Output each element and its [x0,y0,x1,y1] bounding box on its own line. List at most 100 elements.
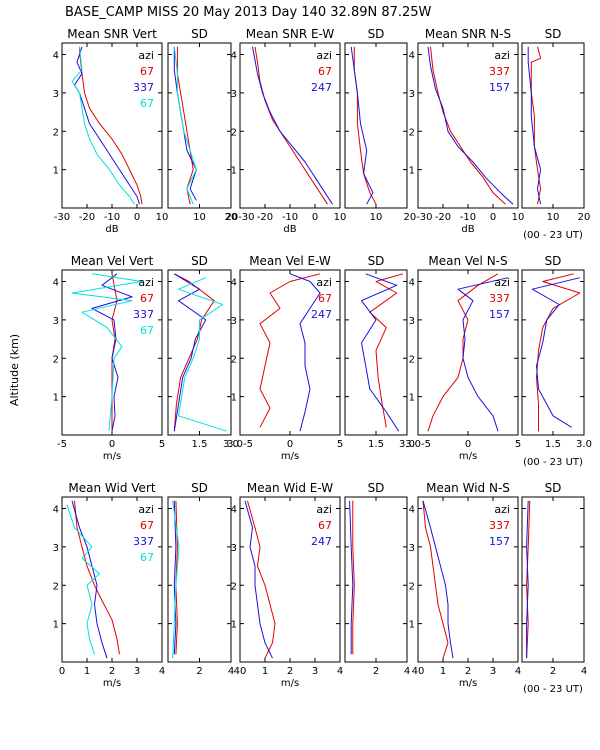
legend-entry: 67 [140,324,154,337]
y-tick-label: 4 [231,505,237,516]
x-tick-label: 0 [59,666,65,677]
x-tick-label: 4 [337,666,343,677]
panel-wid-vert-sd: SD 2 4 [167,481,234,677]
series-line-247 [252,46,333,205]
panel-snr-vert: Mean SNR Vert 1 2 3 4 -30 -20 -10 0 10 dB azi 67 337 6… [53,27,169,235]
panel-title: SD [368,481,385,495]
x-axis-label: m/s [103,451,121,462]
panel-title: Mean SNR E-W [246,27,335,41]
x-tick-label: -10 [282,212,298,223]
series-line-67 [247,500,276,659]
y-tick-label: 3 [53,89,59,100]
x-tick-label: -20 [257,212,273,223]
x-tick-label: 0 [312,212,318,223]
series-line-247 [350,46,374,205]
series-line-247 [244,500,273,659]
legend-entry: 337 [489,65,510,78]
x-tick-label: 1.5 [192,439,208,450]
legend-entry: 67 [140,65,154,78]
x-tick-label: 4 [404,666,410,677]
panel-snr-ew-sd: SD 10 [344,27,408,223]
y-tick-label: 4 [53,51,59,62]
y-tick-label: 3 [231,316,237,327]
panel-title: Mean SNR N-S [425,27,511,41]
panel-vel-ns-sd: SD 1.5 3.0 [521,254,592,450]
series-line-247 [349,500,354,655]
legend-header: azi [138,276,154,289]
y-tick-label: 2 [53,127,59,138]
panel-snr-ns: Mean SNR N-S 1 2 3 4 20-30 -20 -10 0 10 dB azi 337 15… [403,27,524,235]
legend-entry: 337 [489,519,510,532]
panel-title: Mean Vel E-W [249,254,331,268]
x-tick-label: 3 [134,666,140,677]
y-tick-label: 3 [409,316,415,327]
x-tick-label: -20 [79,212,95,223]
y-tick-label: 1 [409,620,415,631]
series-line-67 [66,504,100,655]
panel-title: SD [191,27,208,41]
panel-wid-ns-sd: SD 2 4 [521,481,587,677]
figure-title: BASE_CAMP MISS 20 May 2013 Day 140 32.89… [65,5,432,20]
panel-wid-ns: Mean Wid N-S 1 2 3 4 40 1 2 3 4 m/s azi 337 157 [409,481,522,689]
series-line-67 [79,46,143,205]
panel-vel-ew: Mean Vel E-W 1 2 3 4 3.0-5 0 5 m/s azi 67 247 [227,254,343,462]
series-line-67 [353,46,377,205]
x-tick-label: 4 [159,666,165,677]
x-tick-label: 10 [370,212,383,223]
x-tick-label: 10 [156,212,169,223]
series-line-337 [430,46,506,205]
y-tick-label: 4 [409,51,415,62]
legend-header: azi [494,276,510,289]
x-tick-label: 2 [465,666,471,677]
x-tick-label: 2 [109,666,115,677]
y-tick-label: 1 [231,620,237,631]
y-tick-label: 3 [231,543,237,554]
y-tick-label: 1 [231,166,237,177]
legend-entry: 337 [133,535,154,548]
x-tick-label: -20 [435,212,451,223]
series-line-67 [71,46,135,205]
series-line-337 [530,46,542,205]
x-axis-label: m/s [281,678,299,689]
legend-entry: 157 [489,81,510,94]
series-line-67 [173,46,197,205]
legend-entry: 337 [133,81,154,94]
x-tick-label: 3.0-5 [405,439,431,450]
panel-title: SD [545,481,562,495]
panel-frame [521,269,585,436]
series-line-337 [71,500,108,659]
y-tick-label: 4 [53,278,59,289]
footer-ut-label: (00 - 23 UT) [523,457,583,468]
panel-title: Mean SNR Vert [67,27,157,41]
y-tick-label: 4 [231,278,237,289]
y-tick-label: 3 [409,89,415,100]
legend-header: azi [494,503,510,516]
x-axis-label: m/s [459,678,477,689]
panel-title: SD [191,481,208,495]
y-tick-label: 3 [409,543,415,554]
series-line-337 [427,273,499,432]
x-tick-label: 3 [312,666,318,677]
panel-title: Mean Wid Vert [68,481,155,495]
panel-vel-vert: Mean Vel Vert 1 2 3 4 -5 0 5 m/s azi 67 337 67 [53,254,166,462]
x-tick-label: 1 [84,666,90,677]
y-tick-label: 2 [409,354,415,365]
x-tick-label: 5 [337,439,343,450]
y-tick-label: 2 [231,127,237,138]
legend-entry: 157 [489,535,510,548]
x-tick-label: 3 [490,666,496,677]
legend-header: azi [138,49,154,62]
panel-title: Mean Wid N-S [426,481,510,495]
series-line-337 [422,500,449,659]
legend-entry: 337 [489,292,510,305]
x-tick-label: 5 [159,439,165,450]
panel-snr-ew: Mean SNR E-W 1 2 3 4 20-30 -20 -10 0 10 dB azi 67 247 [225,27,346,235]
panel-wid-ew-sd: SD 2 4 [344,481,410,677]
series-line-157 [526,500,529,659]
panel-title: Mean Wid E-W [247,481,333,495]
legend-entry: 67 [140,551,154,564]
panel-title: SD [368,27,385,41]
panel-vel-ew-sd: SD 1.5 3.0 [344,254,415,450]
x-tick-label: 5 [515,439,521,450]
x-tick-label: 4 [515,666,521,677]
